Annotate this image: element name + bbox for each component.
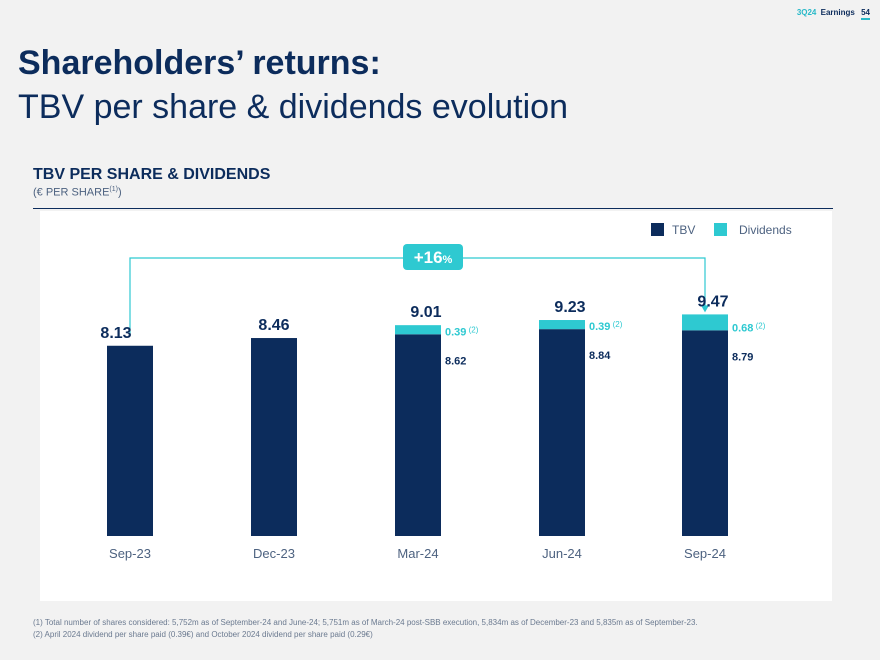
- dividend-footnote-ref: (2): [753, 321, 765, 330]
- stacked-bar-chart: TBV Dividends +16% 8.13 Sep-23 8.46 Dec-23 0.39…: [100, 223, 792, 561]
- growth-unit: %: [443, 254, 453, 266]
- footnote-2: (2) April 2024 dividend per share paid (…: [33, 630, 373, 639]
- bar-tbv-jun-24: [539, 329, 585, 536]
- tbv-value-label-sep-24: 8.79: [732, 351, 753, 363]
- x-tick-label-dec-23: Dec-23: [253, 546, 295, 561]
- subtitle-suffix: ): [117, 186, 122, 199]
- subtitle-prefix: (€ PER SHARE: [33, 186, 110, 199]
- dividend-footnote-ref: (2): [466, 325, 478, 334]
- total-value-label-mar-24: 9.01: [410, 304, 441, 321]
- page-header: 3Q24 Earnings 54: [796, 8, 870, 20]
- growth-badge: [403, 244, 463, 270]
- total-value-label-dec-23: 8.46: [258, 317, 289, 334]
- section-divider: [33, 208, 833, 209]
- dividend-value: 0.68: [732, 322, 753, 334]
- dividend-footnote-ref: (2): [610, 320, 622, 329]
- x-tick-label-mar-24: Mar-24: [397, 546, 438, 561]
- dividend-value-label-jun-24: 0.39 (2): [589, 320, 623, 333]
- bar-dividend-mar-24: [395, 325, 441, 335]
- page-number: 54: [861, 8, 870, 20]
- growth-badge-label: +16%: [414, 248, 453, 267]
- subtitle-footnote-ref: (1): [109, 186, 118, 193]
- total-value-label-jun-24: 9.23: [554, 299, 585, 316]
- legend-swatch-dividends: [714, 223, 727, 236]
- page-title: Shareholders’ returns:: [18, 44, 381, 82]
- footnote-1: (1) Total number of shares considered: 5…: [33, 618, 698, 627]
- dividend-value-label-sep-24: 0.68 (2): [732, 321, 766, 334]
- earnings-label: Earnings: [820, 8, 855, 17]
- x-tick-label-sep-23: Sep-23: [109, 546, 151, 561]
- bar-dividend-jun-24: [539, 320, 585, 330]
- x-tick-label-jun-24: Jun-24: [542, 546, 582, 561]
- total-value-label-sep-24: 9.47: [697, 293, 728, 310]
- section-title: TBV PER SHARE & DIVIDENDS: [33, 166, 271, 183]
- dividend-value: 0.39: [445, 326, 466, 338]
- bar-tbv-sep-24: [682, 330, 728, 536]
- bar-tbv-sep-23: [107, 345, 153, 536]
- growth-value: +16: [414, 248, 443, 267]
- chart-panel: TBV Dividends +16% 8.13 Sep-23 8.46 Dec-23 0.39…: [40, 211, 832, 601]
- legend-label-tbv: TBV: [672, 223, 695, 237]
- legend-swatch-tbv: [651, 223, 664, 236]
- total-value-label-sep-23: 8.13: [100, 325, 131, 342]
- tbv-value-label-jun-24: 8.84: [589, 350, 611, 362]
- section-subtitle: (€ PER SHARE(1)): [33, 186, 122, 199]
- bar-tbv-mar-24: [395, 334, 441, 536]
- tbv-value-label-mar-24: 8.62: [445, 355, 466, 367]
- growth-arrow-head: [701, 305, 709, 313]
- legend-label-dividends: Dividends: [739, 223, 792, 237]
- quarter-label: 3Q24: [796, 8, 817, 17]
- page-subtitle: TBV per share & dividends evolution: [18, 88, 568, 126]
- dividend-value: 0.39: [589, 321, 610, 333]
- bar-dividend-sep-24: [682, 314, 728, 331]
- bar-tbv-dec-23: [251, 338, 297, 536]
- x-tick-label-sep-24: Sep-24: [684, 546, 726, 561]
- dividend-value-label-mar-24: 0.39 (2): [445, 325, 479, 338]
